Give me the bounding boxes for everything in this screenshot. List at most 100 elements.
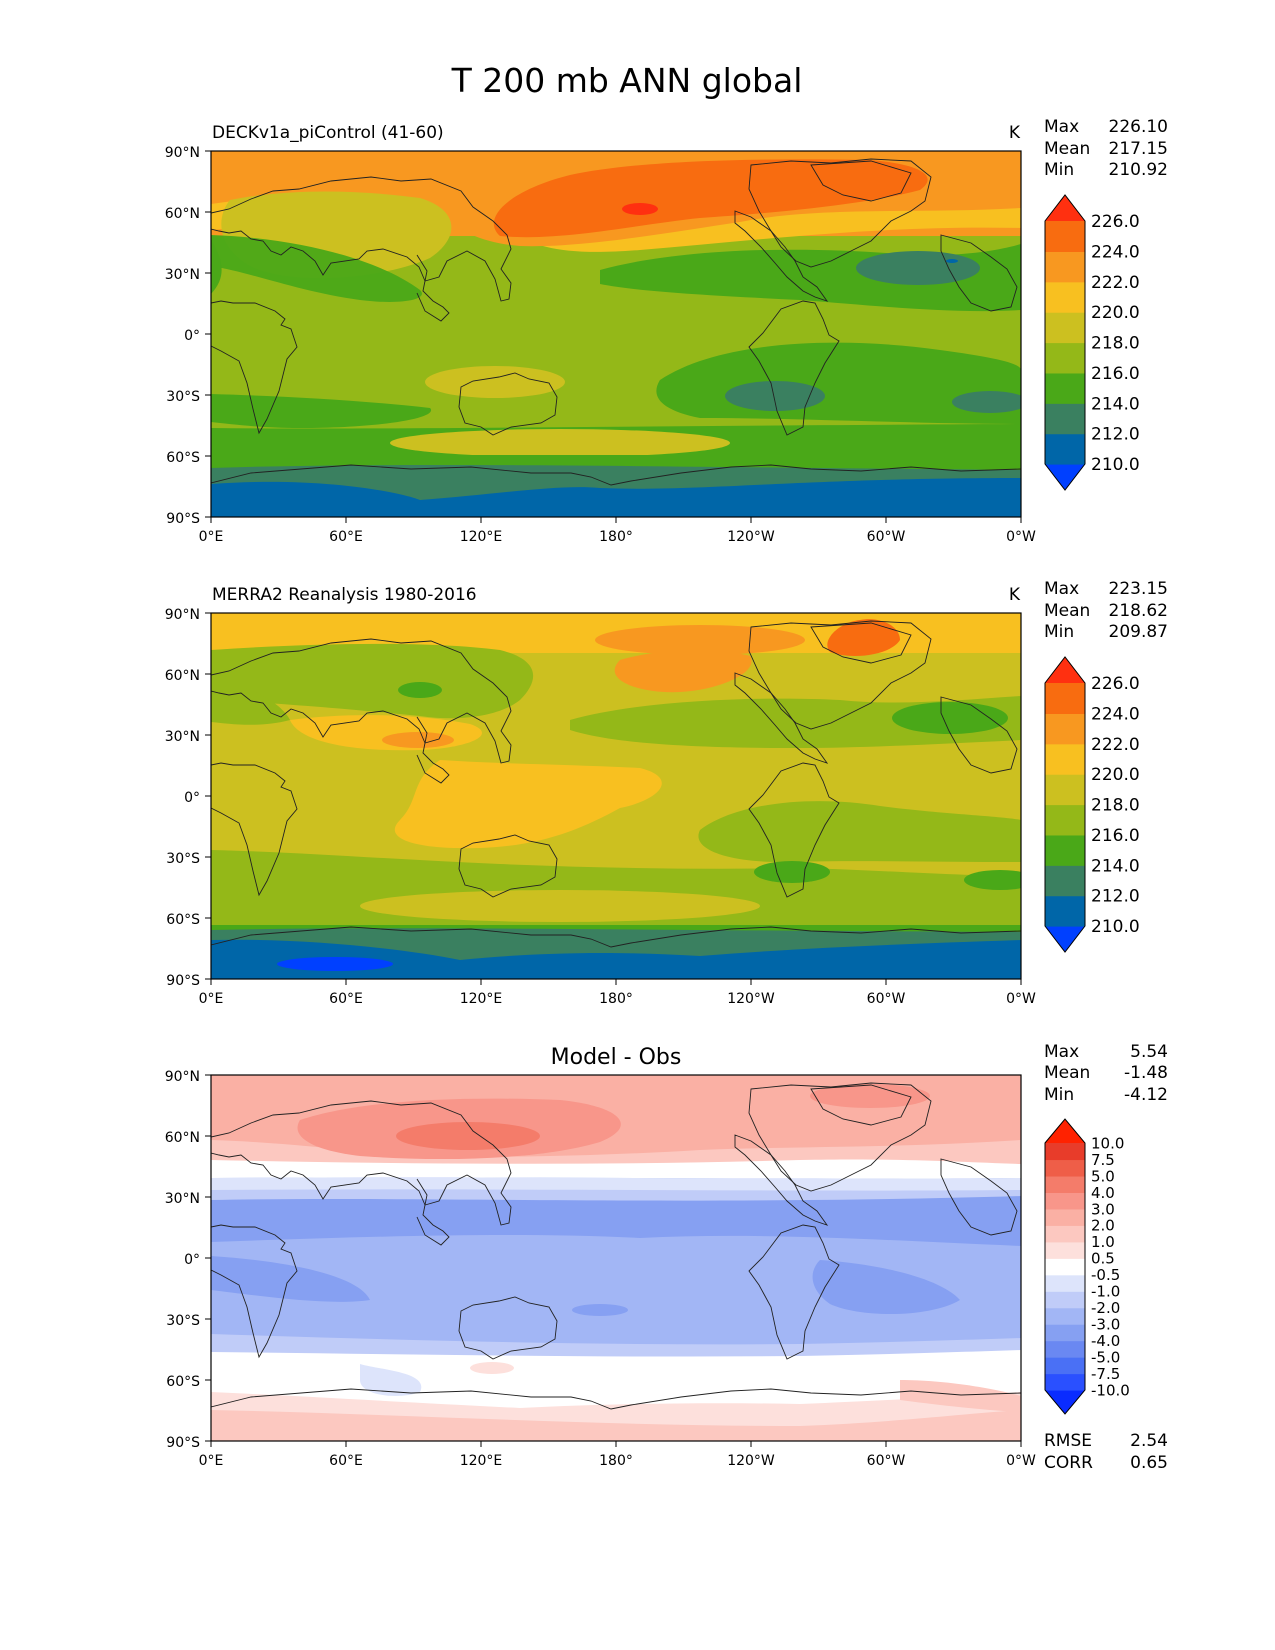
- colorbar-tick-label: 4.0: [1091, 1184, 1115, 1202]
- lon-tick-label: 60°E: [329, 529, 363, 545]
- colorbar-tick-label: 214.0: [1091, 394, 1140, 414]
- lon-tick-label: 0°E: [199, 529, 224, 545]
- lon-axis-obs: 0°E 60°E 120°E 180° 120°W 60°W 0°W: [199, 979, 1036, 1007]
- lon-tick-label: 60°W: [867, 1453, 906, 1469]
- lon-tick-label: 180°: [599, 1453, 633, 1469]
- colorbar-tick-label: 7.5: [1091, 1151, 1115, 1169]
- stat-max-label: Max: [1044, 117, 1079, 137]
- colorbar-extend-max: [1045, 657, 1085, 683]
- panel-title-diff: Model - Obs: [551, 1045, 682, 1070]
- map-field-obs: [211, 613, 1021, 979]
- stat-min-value: -4.12: [1124, 1085, 1168, 1105]
- lon-tick-label: 60°E: [329, 991, 363, 1007]
- lon-tick-label: 120°E: [460, 529, 503, 545]
- colorbar-segment: [1045, 743, 1085, 775]
- colorbar-segment: [1045, 1258, 1085, 1276]
- colorbar-segment: [1045, 433, 1085, 465]
- stat-max-label: Max: [1044, 579, 1079, 599]
- units-label-model: K: [1009, 123, 1021, 143]
- colorbar-segment: [1045, 1159, 1085, 1177]
- lat-tick-label: 90°N: [165, 145, 200, 161]
- lat-tick-label: 60°S: [166, 1374, 200, 1390]
- colorbar-segment: [1045, 1291, 1085, 1309]
- lat-tick-label: 30°N: [165, 729, 200, 745]
- stat-max-value: 5.54: [1130, 1042, 1168, 1062]
- units-label-obs: K: [1009, 585, 1021, 605]
- lat-tick-label: 60°N: [165, 1130, 200, 1146]
- colorbar-tick-label: 224.0: [1091, 242, 1140, 262]
- rmse-label: RMSE: [1044, 1431, 1092, 1451]
- colorbar-segment: [1045, 683, 1085, 714]
- lon-tick-label: 0°W: [1006, 1453, 1036, 1469]
- colorbar-obs: 210.0 212.0 214.0 216.0 218.0 220.0 222.0 224.0…: [1044, 656, 1140, 953]
- colorbar-tick-label: 212.0: [1091, 425, 1140, 445]
- colorbar-segment: [1045, 1175, 1085, 1193]
- lat-tick-label: 60°N: [165, 206, 200, 222]
- colorbar-segment: [1045, 1241, 1085, 1259]
- colorbar-tick-label: -5.0: [1091, 1348, 1120, 1366]
- colorbar-tick-label: 2.0: [1091, 1217, 1115, 1235]
- colorbar-tick-label: 1.0: [1091, 1233, 1115, 1251]
- colorbar-tick-label: 214.0: [1091, 856, 1140, 876]
- colorbar-segment: [1045, 1324, 1085, 1342]
- corr-label: CORR: [1044, 1453, 1093, 1473]
- colorbar-tick-label: 210.0: [1091, 455, 1140, 475]
- stat-mean-label: Mean: [1044, 139, 1090, 159]
- lon-tick-label: 0°E: [199, 991, 224, 1007]
- colorbar-tick-label: 216.0: [1091, 826, 1140, 846]
- colorbar-tick-label: -1.0: [1091, 1283, 1120, 1301]
- stat-mean-value: -1.48: [1124, 1063, 1168, 1083]
- colorbar-segment: [1045, 895, 1085, 927]
- lat-tick-label: 30°N: [165, 267, 200, 283]
- colorbar-segment: [1045, 774, 1085, 806]
- colorbar-tick-label: 226.0: [1091, 674, 1140, 694]
- lat-tick-label: 90°S: [166, 511, 200, 527]
- colorbar-segment: [1045, 403, 1085, 435]
- stat-mean-label: Mean: [1044, 1063, 1090, 1083]
- colorbar-extend-max: [1045, 195, 1085, 221]
- colorbar-tick-label: -10.0: [1091, 1381, 1130, 1399]
- panel-obs: MERRA2 Reanalysis 1980-2016 K Max 223.15…: [165, 579, 1168, 1007]
- corr-value: 0.65: [1130, 1453, 1168, 1473]
- lat-tick-label: 30°S: [166, 851, 200, 867]
- colorbar-segment: [1045, 342, 1085, 374]
- lat-tick-label: 90°N: [165, 1069, 200, 1085]
- lat-tick-label: 30°S: [166, 389, 200, 405]
- map-field-diff: [211, 1075, 1021, 1441]
- lon-tick-label: 60°E: [329, 1453, 363, 1469]
- lat-tick-label: 0°: [184, 790, 200, 806]
- lat-axis-model: 90°N 60°N 30°N 0° 30°S 60°S 90°S: [165, 145, 211, 527]
- colorbar-tick-label: 216.0: [1091, 364, 1140, 384]
- colorbar-tick-label: 224.0: [1091, 704, 1140, 724]
- colorbar-outline: [1044, 1118, 1086, 1415]
- stat-max-value: 226.10: [1109, 117, 1168, 137]
- lon-tick-label: 120°E: [460, 1453, 503, 1469]
- lon-tick-label: 60°W: [867, 529, 906, 545]
- stat-min-value: 210.92: [1109, 160, 1168, 180]
- colorbar-segment: [1045, 1274, 1085, 1292]
- lon-tick-label: 60°W: [867, 991, 906, 1007]
- lon-axis-model: 0°E 60°E 120°E 180° 120°W 60°W 0°W: [199, 517, 1036, 545]
- colorbar-segment: [1045, 221, 1085, 252]
- colorbar-tick-label: 212.0: [1091, 887, 1140, 907]
- colorbar-segment: [1045, 804, 1085, 836]
- lat-tick-label: 30°N: [165, 1191, 200, 1207]
- stat-mean-value: 217.15: [1109, 139, 1168, 159]
- lon-tick-label: 120°W: [727, 1453, 775, 1469]
- colorbar-extend-min: [1045, 464, 1085, 490]
- stat-min-value: 209.87: [1109, 622, 1168, 642]
- colorbar-tick-label: -0.5: [1091, 1266, 1120, 1284]
- lat-tick-label: 60°S: [166, 912, 200, 928]
- colorbar-tick-label: 220.0: [1091, 765, 1140, 785]
- map-field-model: [211, 151, 1021, 517]
- panel-title-model: DECKv1a_piControl (41-60): [212, 123, 444, 143]
- colorbar-tick-label: -4.0: [1091, 1332, 1120, 1350]
- colorbar-segment: [1045, 1192, 1085, 1210]
- lat-tick-label: 0°: [184, 1252, 200, 1268]
- stat-max-label: Max: [1044, 1042, 1079, 1062]
- colorbar-segment: [1045, 312, 1085, 344]
- lat-tick-label: 90°N: [165, 607, 200, 623]
- colorbar-segment: [1045, 1143, 1085, 1161]
- colorbar-segment: [1045, 865, 1085, 897]
- stat-min-label: Min: [1044, 160, 1074, 180]
